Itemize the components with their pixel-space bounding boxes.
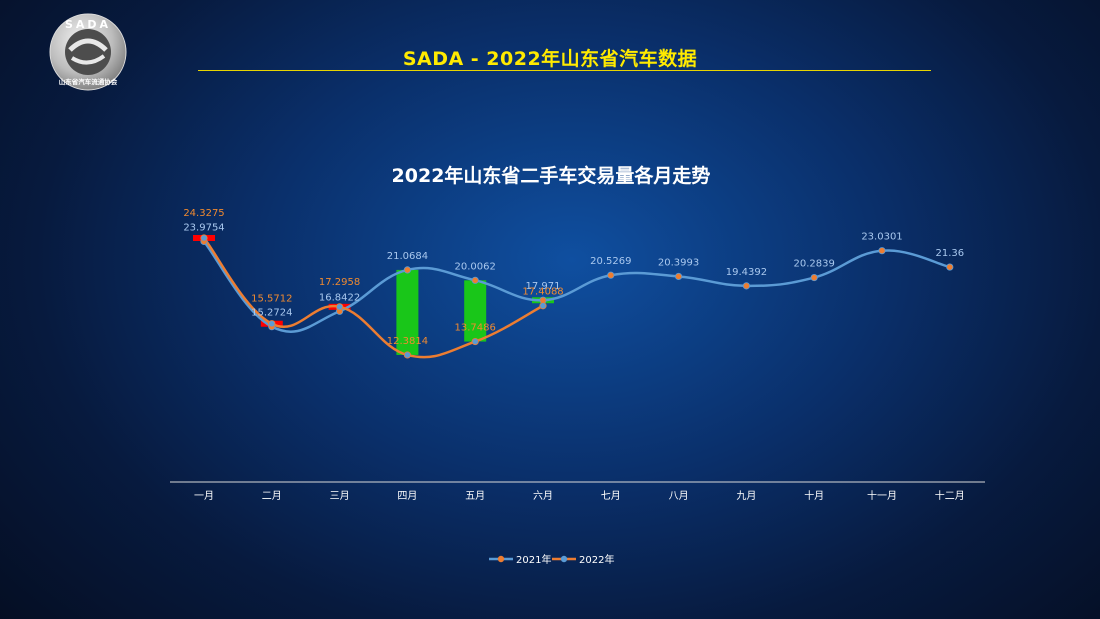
x-tick-11: 十一月: [867, 489, 897, 502]
label-2022-2: 15.5712: [251, 294, 292, 305]
label-2022-6: 17.4088: [522, 287, 563, 298]
point-2022-4: [403, 351, 411, 359]
x-tick-4: 四月: [397, 490, 417, 502]
data-points: [200, 234, 954, 359]
label-2022-3: 17.2958: [319, 277, 360, 288]
point-2021-11: [878, 247, 886, 255]
label-2021-8: 20.3993: [658, 257, 699, 268]
legend-item-2[interactable]: 2022年: [552, 553, 614, 566]
x-tick-2: 二月: [262, 490, 282, 502]
point-2022-5: [471, 337, 479, 346]
title-underline: [198, 70, 931, 71]
logo-text-bottom: 山东省汽车流通协会: [59, 77, 118, 86]
point-2022-3: [335, 303, 344, 311]
label-2021-9: 19.4392: [726, 267, 767, 278]
x-axis-ticks: 一月 二月 三月 四月 五月 六月 七月 八月 九月 十月 十一月 十二月: [194, 489, 965, 502]
point-2022-1: [200, 234, 208, 242]
point-2021-8: [674, 272, 683, 281]
data-labels: 23.9754 15.2724 16.8422 21.0684 20.0062 17.97…: [183, 208, 964, 347]
label-2021-5: 20.0062: [455, 261, 496, 272]
x-tick-6: 六月: [533, 490, 553, 502]
x-tick-1: 一月: [194, 490, 214, 502]
x-tick-7: 七月: [601, 490, 621, 502]
x-tick-8: 八月: [669, 490, 689, 502]
point-2022-6: [539, 302, 547, 310]
label-2021-3: 16.8422: [319, 292, 360, 303]
legend-item-1[interactable]: 2021年: [489, 553, 551, 566]
label-2021-6: 17.971: [526, 281, 561, 292]
point-2021-12: [946, 263, 954, 271]
label-2021-7: 20.5269: [590, 256, 631, 267]
label-2021-12: 21.36: [935, 248, 964, 259]
legend-label-1: 2021年: [516, 553, 551, 566]
label-2021-1: 23.9754: [183, 222, 224, 233]
label-2021-4: 21.0684: [387, 251, 428, 262]
change-boxes: [193, 235, 554, 355]
sada-logo: SADA 山东省汽车流通协会: [49, 13, 127, 91]
logo-text-top: SADA: [65, 18, 111, 31]
label-2022-1: 24.3275: [183, 208, 224, 219]
label-2021-11: 23.0301: [861, 232, 902, 243]
point-2021-10: [810, 273, 818, 282]
label-2022-4: 12.3814: [387, 336, 428, 347]
series-line-2021: [203, 240, 951, 333]
point-2022-2: [268, 320, 276, 328]
point-2021-5: [471, 276, 479, 284]
legend-marker-2: [560, 555, 568, 563]
change-box-4: [396, 269, 419, 355]
point-2021-7: [607, 271, 615, 279]
legend-label-2: 2022年: [579, 553, 614, 566]
label-2022-5: 13.7486: [455, 323, 496, 334]
x-tick-5: 五月: [465, 490, 485, 502]
x-tick-12: 十二月: [935, 489, 965, 502]
x-tick-9: 九月: [736, 490, 756, 502]
label-2021-10: 20.2839: [794, 259, 835, 270]
x-tick-10: 十月: [804, 489, 824, 502]
change-box-5: [464, 280, 487, 342]
label-2021-2: 15.2724: [251, 308, 292, 319]
chart-title: 2022年山东省二手车交易量各月走势: [392, 164, 711, 187]
x-tick-3: 三月: [330, 490, 350, 502]
point-2021-4: [403, 266, 411, 274]
legend-marker-1: [497, 555, 505, 563]
series-lines: [203, 237, 951, 359]
page-title: SADA - 2022年山东省汽车数据: [402, 48, 698, 70]
legend: 2021年 2022年: [489, 553, 614, 566]
point-2021-9: [742, 282, 751, 290]
